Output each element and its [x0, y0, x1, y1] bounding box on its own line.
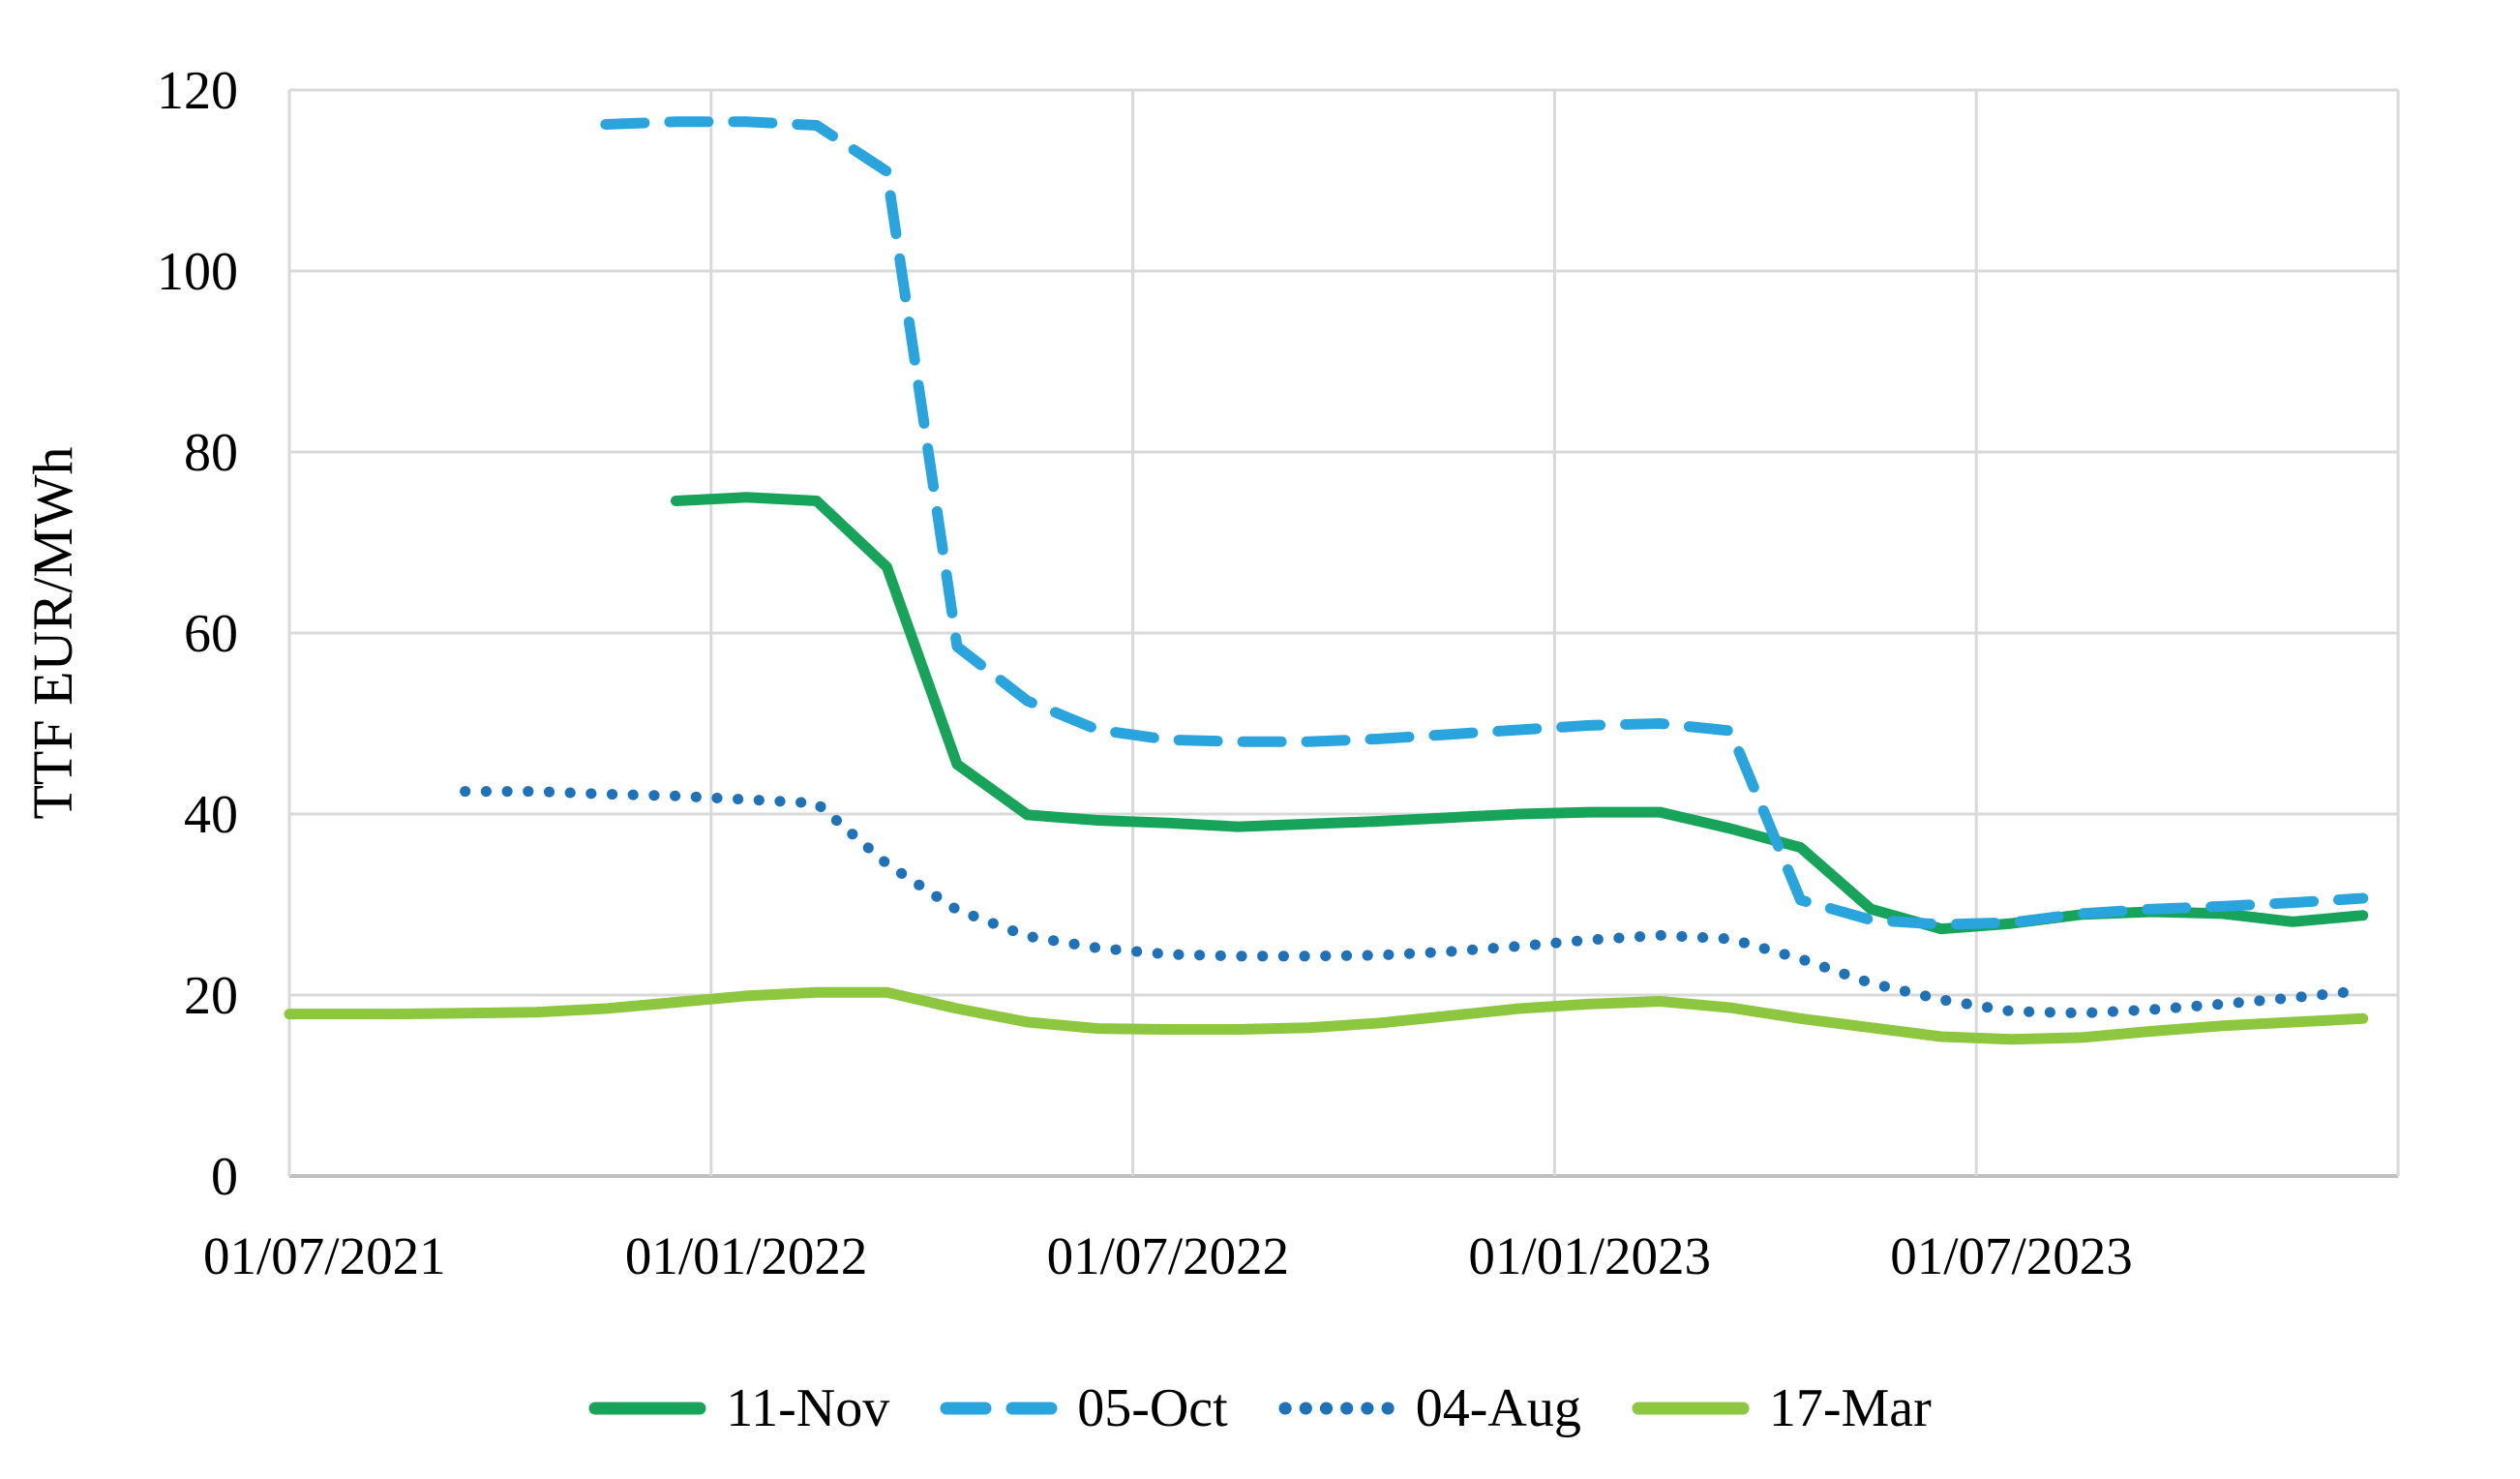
y-tick-label: 80 — [184, 423, 238, 483]
y-tick-label: 20 — [184, 966, 238, 1026]
series-line-17-mar — [284, 986, 2369, 1045]
legend-item-05-oct: 05-Oct — [940, 1381, 1228, 1435]
legend-dashed-line-icon — [940, 1402, 1058, 1415]
x-tick-label: 01/01/2023 — [1468, 1226, 1711, 1285]
y-tick-label: 40 — [184, 785, 238, 845]
legend-label: 04-Aug — [1415, 1378, 1581, 1438]
x-tick-label: 01/07/2022 — [1047, 1226, 1290, 1285]
series-line-04-aug — [460, 786, 2369, 1019]
legend-label: 11-Nov — [726, 1378, 890, 1438]
y-tick-label: 100 — [157, 242, 238, 302]
series-line-05-oct — [600, 116, 2369, 930]
legend-item-04-aug: 04-Aug — [1278, 1381, 1581, 1435]
legend-item-17-mar: 17-Mar — [1632, 1381, 1932, 1435]
legend-item-11-nov: 11-Nov — [588, 1381, 889, 1435]
series-line-11-nov — [671, 492, 2369, 935]
y-axis-title: TTF EUR/MWh — [21, 446, 84, 819]
x-tick-label: 01/01/2022 — [625, 1226, 868, 1285]
y-tick-label: 0 — [211, 1147, 238, 1207]
legend-dotted-line-icon — [1278, 1402, 1396, 1415]
x-tick-label: 01/07/2021 — [203, 1226, 446, 1285]
legend-label: 17-Mar — [1768, 1378, 1932, 1438]
legend-solid-line-icon — [1632, 1402, 1750, 1415]
x-tick-label: 01/07/2023 — [1890, 1226, 2133, 1285]
y-tick-label: 120 — [157, 61, 238, 121]
legend: 11-Nov 05-Oct 04-Aug 17-Mar — [0, 1367, 2520, 1450]
legend-label: 05-Oct — [1077, 1378, 1228, 1438]
legend-solid-line-icon — [588, 1402, 706, 1415]
y-tick-label: 60 — [184, 604, 238, 664]
